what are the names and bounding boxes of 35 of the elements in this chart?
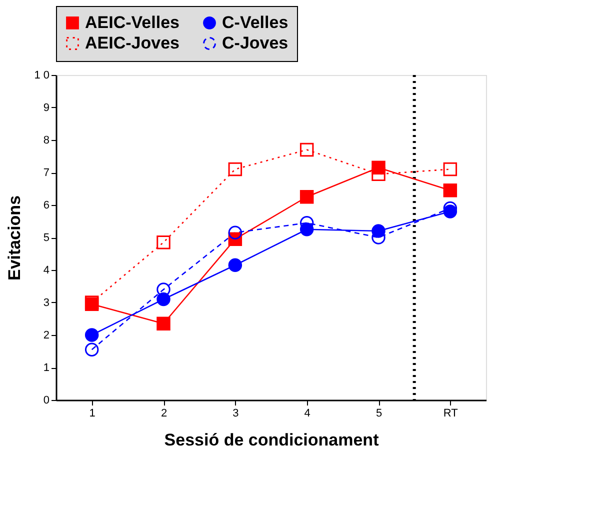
legend-label: C-Velles bbox=[222, 12, 288, 32]
point bbox=[84, 328, 99, 342]
point bbox=[228, 226, 242, 240]
x-tick-label: 1 bbox=[89, 408, 96, 420]
legend-label: AEIC-Velles bbox=[85, 12, 180, 32]
y-tick-label: 1 bbox=[43, 362, 50, 374]
y-tick-label: 7 bbox=[43, 167, 50, 179]
point bbox=[156, 236, 170, 250]
y-tick-label: 1 0 bbox=[34, 70, 50, 82]
point bbox=[156, 282, 170, 296]
y-tick-label: 8 bbox=[43, 134, 50, 146]
y-tick-label: 6 bbox=[43, 200, 50, 212]
legend-label: AEIC-Joves bbox=[85, 34, 180, 52]
y-tick-label: 2 bbox=[43, 330, 50, 342]
point bbox=[228, 258, 242, 272]
y-tick-label: 4 bbox=[43, 264, 50, 276]
y-tick-label: 5 bbox=[43, 232, 50, 244]
x-axis-title: Sessió de condicionament bbox=[164, 430, 380, 450]
point bbox=[228, 162, 242, 176]
point bbox=[443, 184, 458, 198]
point bbox=[156, 316, 170, 330]
legend-label: C-Joves bbox=[222, 34, 288, 52]
point bbox=[443, 162, 458, 176]
y-axis-title: Evitacions bbox=[5, 195, 24, 281]
point bbox=[300, 142, 314, 157]
x-tick-label: 4 bbox=[304, 408, 310, 420]
x-tick-label: 3 bbox=[232, 408, 239, 420]
x-tick-label: 2 bbox=[160, 408, 168, 420]
point bbox=[84, 342, 99, 356]
y-tick-label: 3 bbox=[43, 297, 50, 309]
x-tick-label: 5 bbox=[376, 408, 382, 420]
x-tick-label: RT bbox=[443, 408, 458, 420]
point bbox=[300, 190, 314, 204]
y-tick-label: 0 bbox=[43, 394, 50, 406]
y-tick-label: 9 bbox=[43, 102, 50, 114]
